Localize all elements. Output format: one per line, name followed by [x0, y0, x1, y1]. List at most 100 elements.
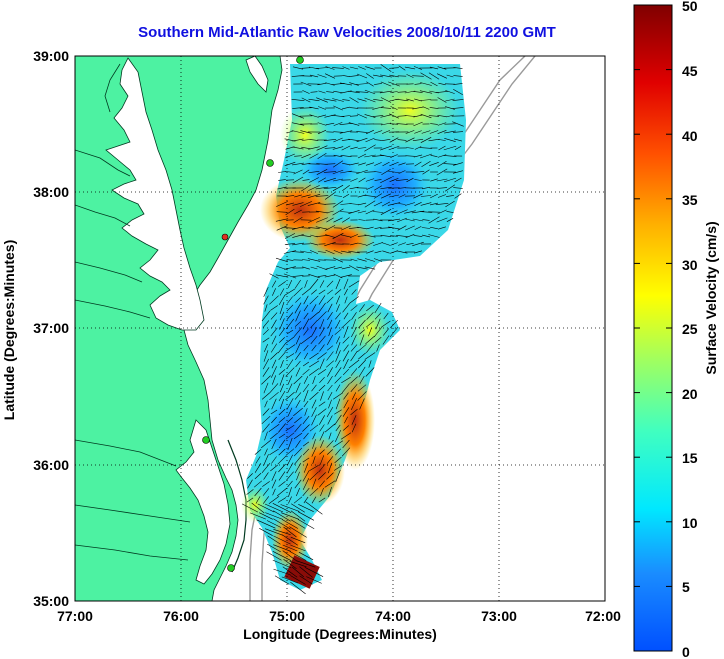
x-tick-label: 73:00	[481, 608, 517, 624]
velocity-vector	[333, 392, 343, 400]
velocity-vector	[334, 409, 342, 415]
velocity-vector	[438, 82, 446, 86]
velocity-vector	[413, 114, 423, 118]
velocity-vector	[404, 210, 416, 214]
velocity-vector	[309, 153, 319, 159]
velocity-vector	[262, 408, 270, 416]
colorbar-tick: 20	[682, 386, 698, 402]
velocity-vector	[430, 193, 438, 199]
velocity-vector	[241, 503, 259, 513]
velocity-vector	[444, 130, 456, 134]
velocity-vector	[262, 496, 270, 504]
velocity-vector	[328, 327, 332, 337]
velocity-vector	[269, 295, 279, 305]
velocity-vector	[326, 449, 334, 455]
velocity-vector	[333, 250, 343, 254]
velocity-vector	[277, 497, 287, 503]
velocity-vector	[318, 295, 326, 305]
station-marker[interactable]	[296, 56, 304, 64]
velocity-vector	[374, 185, 382, 191]
velocity-vector	[291, 113, 305, 119]
velocity-vector	[324, 163, 336, 165]
velocity-vector	[446, 114, 454, 118]
velocity-vector	[366, 304, 374, 312]
x-tick-label: 76:00	[163, 608, 199, 624]
station-marker[interactable]	[227, 564, 235, 572]
velocity-vector	[335, 319, 341, 329]
velocity-vector	[374, 171, 382, 173]
velocity-vector	[413, 91, 423, 93]
velocity-vector	[324, 192, 336, 200]
velocity-vector	[389, 123, 399, 125]
station-marker[interactable]	[202, 436, 210, 444]
velocity-vector	[421, 234, 431, 238]
velocity-vector	[350, 258, 358, 262]
station-marker[interactable]	[266, 159, 274, 167]
velocity-vector	[273, 568, 291, 576]
colorbar-tick: 45	[682, 63, 698, 79]
velocity-vector	[294, 302, 302, 314]
velocity-vector	[443, 177, 457, 183]
velocity-vector	[366, 312, 374, 320]
velocity-vector	[372, 211, 384, 213]
velocity-vector	[387, 218, 401, 222]
velocity-vector	[390, 106, 398, 110]
velocity-vector	[382, 328, 390, 336]
velocity-vector	[326, 280, 334, 288]
velocity-vector	[292, 275, 304, 277]
velocity-vector	[341, 139, 351, 141]
velocity-vector	[273, 544, 291, 552]
velocity-vector	[261, 439, 271, 449]
velocity-vector	[307, 258, 321, 262]
velocity-vector	[309, 177, 319, 183]
velocity-vector	[340, 211, 352, 213]
velocity-vector	[375, 318, 381, 330]
velocity-vector	[327, 312, 333, 320]
velocity-vector	[283, 559, 297, 569]
velocity-vector	[320, 440, 324, 448]
velocity-vector	[294, 479, 302, 489]
velocity-vector	[298, 551, 314, 561]
velocity-vector	[309, 278, 319, 290]
velocity-vector	[315, 235, 329, 237]
velocity-vector	[325, 122, 335, 126]
velocity-vector	[356, 131, 368, 133]
velocity-vector	[324, 423, 336, 433]
velocity-vector	[263, 350, 269, 362]
velocity-vector	[341, 376, 351, 384]
velocity-vector	[311, 399, 317, 409]
velocity-vector	[326, 406, 334, 418]
velocity-vector	[320, 487, 324, 497]
velocity-vector	[311, 478, 317, 490]
velocity-vector	[350, 376, 358, 384]
velocity-vector	[365, 320, 375, 328]
velocity-vector	[428, 138, 440, 142]
velocity-vector	[287, 375, 293, 385]
station-marker-alert[interactable]	[221, 233, 229, 241]
velocity-vector	[332, 98, 344, 102]
velocity-vector	[309, 295, 319, 305]
velocity-vector	[285, 318, 295, 330]
velocity-vector	[249, 512, 267, 520]
velocity-vector	[308, 360, 320, 368]
velocity-vector	[366, 73, 374, 79]
velocity-vector	[263, 295, 269, 305]
velocity-vector	[282, 534, 298, 546]
velocity-vector	[262, 320, 270, 328]
velocity-vector	[444, 138, 456, 142]
velocity-vector	[326, 360, 334, 368]
velocity-vector	[381, 130, 391, 134]
velocity-vector	[365, 178, 375, 182]
velocity-vector	[302, 383, 310, 393]
velocity-vector	[286, 259, 294, 261]
velocity-vector	[373, 326, 383, 338]
colorbar-tick: 10	[682, 515, 698, 531]
velocity-vector	[326, 351, 334, 361]
velocity-vector	[264, 343, 268, 353]
velocity-vector	[350, 350, 358, 362]
velocity-vector	[364, 352, 376, 360]
velocity-vector	[282, 550, 298, 562]
velocity-vector	[414, 250, 422, 254]
velocity-vector	[315, 210, 329, 214]
velocity-vector	[302, 415, 310, 425]
